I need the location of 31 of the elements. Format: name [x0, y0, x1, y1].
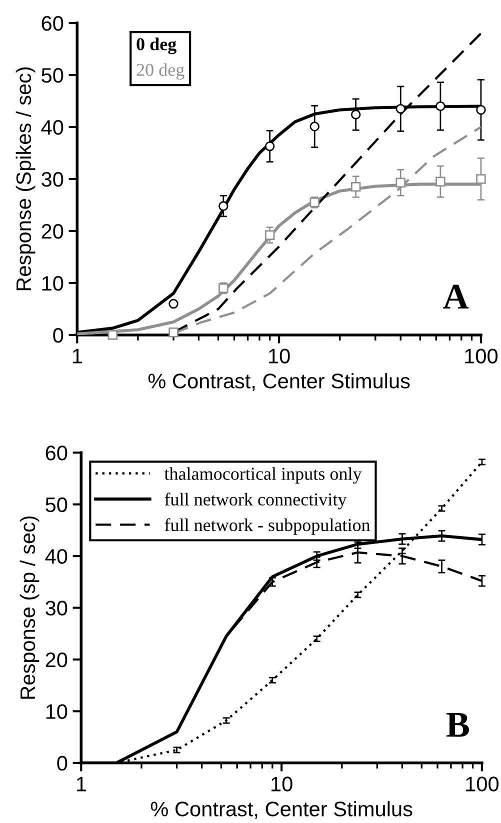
legend-label: thalamocortical inputs only — [164, 467, 362, 484]
y-tick-label: 40 — [45, 549, 68, 564]
x-tick-label: 10 — [272, 776, 292, 792]
y-tick-label: 0 — [57, 756, 68, 771]
y-tick-label: 60 — [46, 446, 68, 460]
y-tick-label: 50 — [42, 68, 64, 83]
y-tick-label: 20 — [46, 652, 68, 668]
annotation: B — [446, 712, 469, 737]
legend-label: full network connectivity — [164, 492, 347, 510]
y-tick-label: 10 — [42, 276, 64, 291]
y-axis-title: Response (Spikes / sec) — [16, 67, 36, 290]
y-tick-label: 60 — [42, 16, 64, 31]
y-tick-label: 20 — [42, 224, 64, 239]
y-tick-label: 10 — [46, 704, 68, 719]
y-tick-label: 0 — [53, 328, 64, 343]
annotation: A — [443, 284, 469, 309]
y-axis-title: Response (sp / sec) — [20, 516, 40, 699]
y-tick-label: 30 — [42, 172, 64, 187]
legend-label: full network - subpopulation — [164, 518, 370, 535]
x-tick-label: 1 — [76, 776, 86, 792]
x-axis-title: % Contrast, Center Stimulus — [150, 801, 412, 819]
x-tick-label: 100 — [466, 776, 499, 792]
x-axis-title: % Contrast, Center Stimulus — [148, 373, 410, 391]
text: 0 deg — [136, 38, 176, 54]
y-tick-label: 40 — [41, 120, 64, 135]
x-tick-label: 10 — [269, 348, 290, 364]
text: 20 deg — [136, 63, 184, 80]
y-tick-label: 50 — [46, 497, 68, 512]
x-tick-label: 1 — [72, 348, 82, 364]
y-tick-label: 30 — [46, 600, 68, 616]
x-tick-label: 100 — [465, 348, 498, 364]
